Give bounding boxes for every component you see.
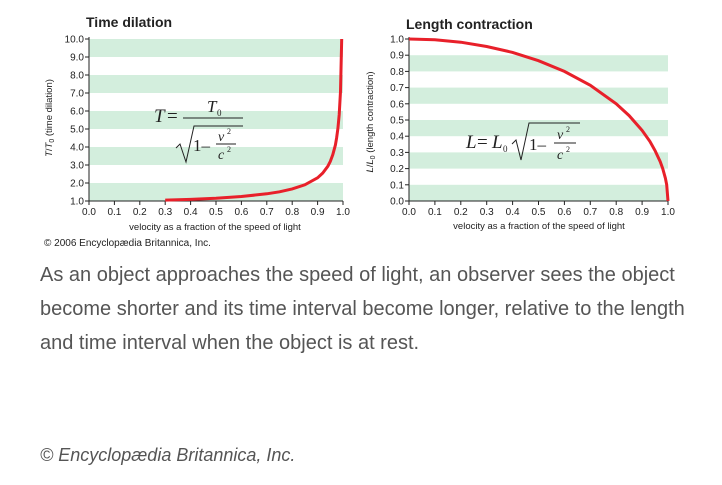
y-tick-label: 7.0 (70, 89, 84, 100)
x-tick-label: 0.3 (480, 207, 494, 218)
length-contraction-chart: Length contraction 0.0 0.1 0.2 0.3 0.4 0.5 0.6… (365, 16, 675, 232)
footer-credit: © Encyclopædia Britannica, Inc. (40, 445, 296, 465)
y-tick-label: 4.0 (70, 143, 84, 154)
x-tick-label: 0.0 (402, 207, 416, 218)
y-tick-label: 0.1 (390, 180, 404, 191)
svg-text:1–: 1– (193, 136, 211, 155)
y-tick-label: 1.0 (70, 197, 84, 208)
x-tick-label: 1.0 (336, 207, 350, 218)
svg-text:1–: 1– (529, 135, 547, 154)
y-tick-label: 9.0 (70, 53, 84, 64)
svg-text:=: = (167, 106, 178, 127)
time-dilation-chart: Time dilation 1.0 2.0 3.0 4.0 5.0 6.0 7.0 8.0 9.… (44, 14, 350, 233)
svg-text:L: L (465, 132, 477, 153)
y-tick-label: 8.0 (70, 71, 84, 82)
x-tick-label: 0.3 (158, 207, 172, 218)
grid-band (89, 183, 343, 201)
y-tick-labels: 0.0 0.1 0.2 0.3 0.4 0.5 0.6 0.7 0.8 0.9 1.0 (390, 35, 409, 208)
svg-text:0: 0 (503, 144, 508, 154)
grid-band (89, 111, 343, 129)
y-tick-label: 5.0 (70, 125, 84, 136)
x-tick-label: 0.7 (583, 207, 597, 218)
grid-band (409, 55, 668, 72)
svg-text:T: T (154, 106, 166, 127)
svg-text:L: L (491, 132, 503, 153)
x-tick-label: 0.8 (285, 207, 299, 218)
x-tick-labels: 0.0 0.1 0.2 0.3 0.4 0.5 0.6 0.7 0.8 0.9 1.0 (82, 201, 350, 218)
x-tick-label: 0.8 (609, 207, 623, 218)
svg-text:c: c (557, 148, 564, 163)
y-tick-label: 0.9 (390, 51, 404, 62)
y-tick-labels: 1.0 2.0 3.0 4.0 5.0 6.0 7.0 8.0 9.0 10.0 (65, 35, 89, 208)
x-tick-label: 0.0 (82, 207, 96, 218)
y-tick-label: 0.6 (390, 99, 404, 110)
figure-caption: As an object approaches the speed of lig… (40, 264, 685, 354)
y-tick-label: 0.4 (390, 132, 404, 143)
chart-grid-bands (409, 55, 668, 201)
x-tick-labels: 0.0 0.1 0.2 0.3 0.4 0.5 0.6 0.7 0.8 0.9 1.0 (402, 201, 675, 218)
grid-band (409, 184, 668, 201)
y-axis-label: L/L0 (length contraction) (365, 71, 377, 172)
svg-text:0: 0 (217, 108, 222, 118)
grid-band (409, 120, 668, 137)
y-tick-label: 10.0 (65, 35, 85, 46)
y-tick-label: 3.0 (70, 161, 84, 172)
x-tick-label: 0.5 (532, 207, 546, 218)
image-credit: © 2006 Encyclopædia Britannica, Inc. (44, 238, 211, 249)
x-axis-label: velocity as a fraction of the speed of l… (129, 222, 301, 233)
y-tick-label: 0.7 (390, 83, 404, 94)
y-tick-label: 6.0 (70, 107, 84, 118)
chart-grid-bands (89, 39, 343, 201)
x-tick-label: 0.1 (107, 207, 121, 218)
svg-text:v: v (218, 130, 225, 145)
svg-text:L/L0 (length contraction): L/L0 (length contraction) (365, 71, 377, 172)
x-tick-label: 0.4 (506, 207, 520, 218)
x-axis-label: velocity as a fraction of the speed of l… (453, 221, 625, 232)
grid-band (89, 147, 343, 165)
grid-band (89, 75, 343, 93)
x-tick-label: 0.9 (635, 207, 649, 218)
x-tick-label: 0.7 (260, 207, 274, 218)
x-tick-label: 0.4 (184, 207, 198, 218)
time-dilation-curve (165, 38, 344, 202)
svg-text:2: 2 (227, 127, 231, 136)
x-tick-label: 0.6 (234, 207, 248, 218)
y-tick-label: 0.8 (390, 67, 404, 78)
length-contraction-curve (408, 37, 670, 202)
y-tick-label: 0.2 (390, 164, 404, 175)
y-tick-label: 0.3 (390, 148, 404, 159)
grid-band (409, 152, 668, 169)
svg-text:2: 2 (566, 125, 570, 134)
chart-title-length-contraction: Length contraction (406, 16, 533, 32)
svg-text:T/T0 (time dilation): T/T0 (time dilation) (44, 79, 56, 157)
x-tick-label: 0.1 (428, 207, 442, 218)
x-tick-label: 1.0 (661, 207, 675, 218)
svg-text:2: 2 (566, 145, 570, 154)
x-tick-label: 0.2 (133, 207, 147, 218)
grid-band (89, 39, 343, 57)
y-tick-label: 0.5 (390, 116, 404, 127)
chart-title-time-dilation: Time dilation (86, 14, 172, 30)
figure: Time dilation 1.0 2.0 3.0 4.0 5.0 6.0 7.0 8.0 9.… (44, 14, 675, 249)
svg-text:c: c (218, 148, 225, 163)
y-tick-label: 1.0 (390, 35, 404, 46)
x-tick-label: 0.5 (209, 207, 223, 218)
x-tick-label: 0.2 (454, 207, 468, 218)
x-tick-label: 0.6 (557, 207, 571, 218)
y-axis-label: T/T0 (time dilation) (44, 79, 56, 157)
svg-text:v: v (557, 128, 564, 143)
svg-text:T: T (207, 97, 218, 116)
y-tick-label: 0.0 (390, 197, 404, 208)
length-contraction-formula: L = L 0 1– v 2 c 2 (465, 122, 580, 163)
grid-band (409, 87, 668, 104)
x-tick-label: 0.9 (311, 207, 325, 218)
y-tick-label: 2.0 (70, 179, 84, 190)
time-dilation-formula: T = T 0 1– v 2 c 2 (154, 97, 243, 164)
svg-text:=: = (477, 132, 488, 153)
svg-text:2: 2 (227, 145, 231, 154)
